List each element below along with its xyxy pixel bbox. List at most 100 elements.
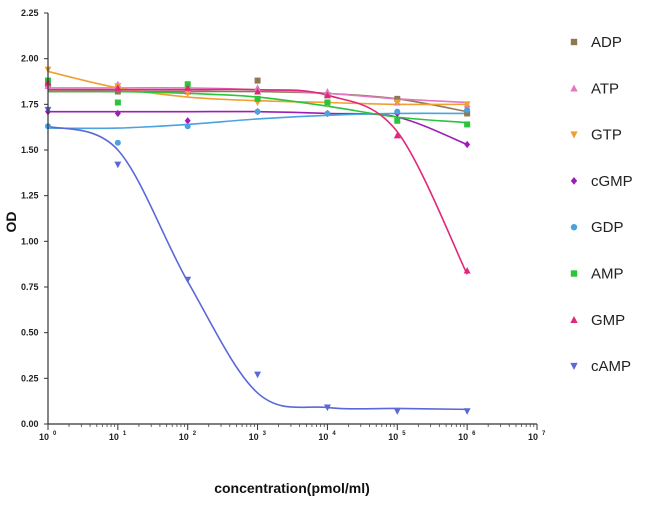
legend-item-gdp: GDP xyxy=(570,219,624,236)
legend-item-camp: cAMP xyxy=(570,358,631,375)
data-point-gmp xyxy=(463,266,471,274)
series-gdp-points xyxy=(45,106,471,146)
legend-label-amp: AMP xyxy=(591,266,624,283)
x-tick-label: 10 xyxy=(109,432,119,442)
legend-item-adp: ADP xyxy=(570,34,622,51)
fit-curve-camp xyxy=(47,125,468,411)
legend-item-cgmp: cGMP xyxy=(570,173,633,190)
y-tick-label: 0.75 xyxy=(21,282,39,292)
data-point-gdp xyxy=(324,110,331,117)
data-point-adp xyxy=(394,95,401,102)
data-point-gmp xyxy=(393,131,401,139)
legend: ADP ATP GTP cGMP GDP AMP GMP cAMP xyxy=(570,34,633,375)
x-tick-exponent: 2 xyxy=(193,431,197,437)
x-tick-exponent: 7 xyxy=(542,431,546,437)
data-point-amp xyxy=(254,95,261,102)
x-tick-exponent: 0 xyxy=(53,431,57,437)
data-point-amp xyxy=(394,117,401,124)
data-point-cgmp xyxy=(184,117,191,125)
legend-item-atp: ATP xyxy=(570,80,619,97)
data-point-gmp xyxy=(184,84,192,91)
data-point-gtp xyxy=(393,99,401,107)
x-tick-exponent: 4 xyxy=(332,431,336,437)
data-point-gmp xyxy=(114,84,122,91)
y-tick-label: 0.50 xyxy=(21,328,39,338)
fit-curve-gmp xyxy=(47,88,468,275)
data-point-gdp xyxy=(254,108,261,115)
data-point-amp xyxy=(114,99,121,106)
x-axis-title: concentration(pmol/ml) xyxy=(214,480,370,496)
legend-item-gtp: GTP xyxy=(570,127,622,144)
data-point-camp xyxy=(184,276,192,284)
x-tick-label: 10 xyxy=(318,432,328,442)
y-tick-label: 0.25 xyxy=(21,373,39,383)
data-point-amp xyxy=(324,99,331,106)
x-tick-label: 10 xyxy=(458,432,468,442)
legend-marker-gtp xyxy=(570,131,578,139)
legend-marker-gdp xyxy=(570,224,578,231)
y-tick-label: 2.25 xyxy=(21,8,39,18)
data-point-gmp xyxy=(254,87,262,95)
legend-label-camp: cAMP xyxy=(591,358,631,375)
data-point-gdp xyxy=(184,123,191,130)
data-point-amp xyxy=(184,81,191,88)
y-axis-title: OD xyxy=(3,212,19,233)
data-point-camp xyxy=(463,408,471,415)
x-tick-exponent: 1 xyxy=(123,431,127,437)
legend-marker-adp xyxy=(570,38,578,46)
data-point-camp xyxy=(393,408,401,415)
y-tick-label: 1.25 xyxy=(21,191,39,201)
legend-label-gtp: GTP xyxy=(591,127,622,144)
data-point-atp xyxy=(323,87,331,95)
legend-marker-atp xyxy=(570,84,578,92)
y-tick-label: 1.75 xyxy=(21,99,39,109)
data-point-atp xyxy=(254,84,262,91)
data-point-amp xyxy=(464,121,471,128)
y-tick-label: 0.00 xyxy=(21,419,39,429)
y-tick-label: 2.00 xyxy=(21,54,39,64)
x-tick-label: 10 xyxy=(39,432,49,442)
legend-label-gmp: GMP xyxy=(591,312,625,329)
legend-label-atp: ATP xyxy=(591,80,619,97)
series-camp-points xyxy=(44,106,471,415)
fit-curve-gdp xyxy=(47,112,468,130)
legend-label-adp: ADP xyxy=(591,34,622,51)
y-tick-label: 1.50 xyxy=(21,145,39,155)
legend-marker-gmp xyxy=(570,315,578,323)
data-point-cgmp xyxy=(114,109,121,118)
data-point-gdp xyxy=(464,106,471,113)
x-tick-exponent: 5 xyxy=(402,431,406,437)
data-point-camp xyxy=(323,404,331,412)
legend-item-amp: AMP xyxy=(570,266,624,283)
fit-curves xyxy=(47,70,468,411)
data-point-gdp xyxy=(394,108,401,115)
legend-label-gdp: GDP xyxy=(591,219,624,236)
y-ticks: 0.00 0.25 0.50 0.75 1.00 1.25 1.50 1.75 2.00 2.25 xyxy=(21,8,48,429)
series-gmp-points xyxy=(44,78,471,274)
legend-marker-camp xyxy=(570,362,578,370)
data-point-adp xyxy=(254,77,261,84)
data-point-gtp xyxy=(184,90,192,97)
legend-marker-amp xyxy=(570,270,578,277)
x-tick-exponent: 6 xyxy=(472,431,476,437)
data-point-adp xyxy=(114,88,121,95)
x-ticks: 10 0 10 1 10 2 10 3 10 4 10 5 10 6 10 7 xyxy=(39,424,546,442)
legend-marker-cgmp xyxy=(570,177,578,185)
x-tick-label: 10 xyxy=(388,432,398,442)
y-tick-label: 1.00 xyxy=(21,236,39,246)
legend-label-cgmp: cGMP xyxy=(591,173,633,190)
x-tick-label: 10 xyxy=(179,432,189,442)
data-point-gdp xyxy=(114,139,121,146)
axes: 0.00 0.25 0.50 0.75 1.00 1.25 1.50 1.75 2.00 2.25… xyxy=(21,8,546,442)
legend-item-gmp: GMP xyxy=(570,312,625,329)
data-point-adp xyxy=(464,110,471,117)
x-tick-label: 10 xyxy=(249,432,259,442)
data-point-camp xyxy=(254,371,262,379)
data-point-gmp xyxy=(323,91,331,99)
x-tick-label: 10 xyxy=(528,432,538,442)
data-point-gtp xyxy=(463,101,471,108)
data-point-camp xyxy=(114,161,122,169)
data-point-cgmp xyxy=(464,140,471,149)
x-tick-exponent: 3 xyxy=(263,431,267,437)
